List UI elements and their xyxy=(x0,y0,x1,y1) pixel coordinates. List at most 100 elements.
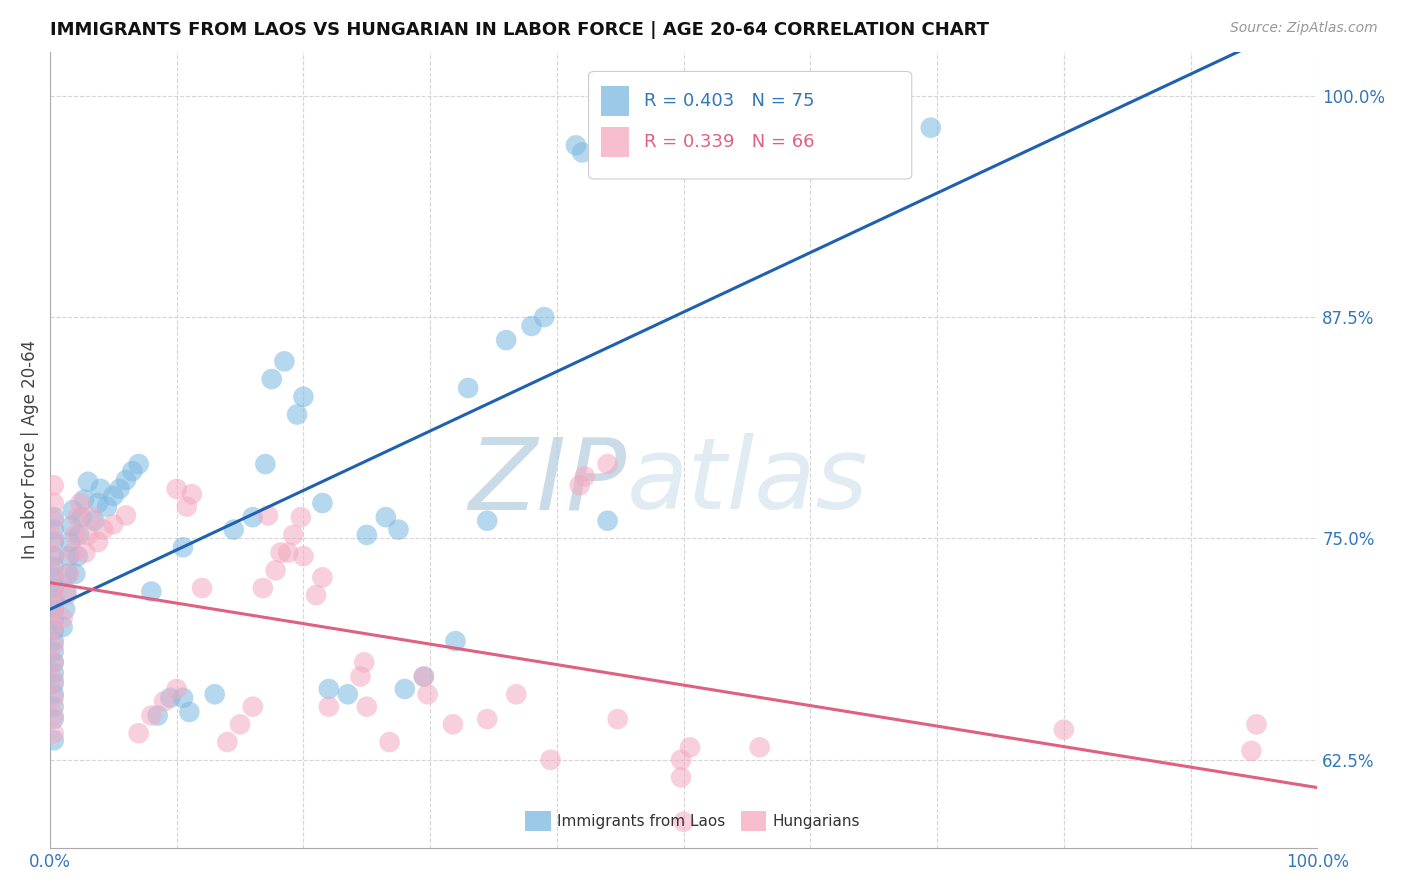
Point xyxy=(229,717,252,731)
Point xyxy=(292,549,315,563)
Point xyxy=(42,549,65,563)
Point xyxy=(42,602,65,616)
Point xyxy=(42,581,65,595)
Point xyxy=(180,487,202,501)
Text: R = 0.403   N = 75: R = 0.403 N = 75 xyxy=(644,92,815,110)
Point xyxy=(457,381,479,395)
Point xyxy=(875,120,897,135)
Point xyxy=(285,408,308,422)
Point xyxy=(166,681,188,696)
Point xyxy=(42,532,65,546)
Point xyxy=(416,687,439,701)
Point xyxy=(52,611,75,625)
Bar xyxy=(602,128,628,158)
Point xyxy=(108,482,131,496)
Point xyxy=(311,496,333,510)
Point xyxy=(55,584,77,599)
Point xyxy=(55,588,77,602)
Point xyxy=(477,514,499,528)
Point xyxy=(153,694,176,708)
Point xyxy=(42,523,65,537)
Point xyxy=(62,546,84,560)
Point xyxy=(349,669,371,683)
Point xyxy=(441,717,464,731)
Point xyxy=(1246,717,1268,731)
Point xyxy=(91,523,114,537)
Point xyxy=(83,514,105,528)
Point xyxy=(606,712,628,726)
Point xyxy=(260,372,283,386)
Point xyxy=(374,510,396,524)
Point xyxy=(204,687,226,701)
Point xyxy=(42,712,65,726)
Point xyxy=(56,566,79,581)
Point xyxy=(264,563,287,577)
Point xyxy=(290,510,312,524)
Point xyxy=(672,814,695,829)
Point xyxy=(42,591,65,606)
Point xyxy=(318,681,340,696)
Text: ZIP: ZIP xyxy=(468,434,627,530)
Point xyxy=(172,541,194,555)
Point xyxy=(42,687,65,701)
Point xyxy=(42,514,65,528)
Point xyxy=(242,699,264,714)
Y-axis label: In Labor Force | Age 20-64: In Labor Force | Age 20-64 xyxy=(21,341,39,559)
FancyBboxPatch shape xyxy=(589,71,911,179)
Point xyxy=(69,496,91,510)
Point xyxy=(679,740,702,755)
Point xyxy=(311,570,333,584)
Point xyxy=(128,726,150,740)
Point xyxy=(103,489,125,503)
Point xyxy=(217,735,239,749)
Point xyxy=(87,496,110,510)
Point xyxy=(42,566,65,581)
Point xyxy=(1240,744,1263,758)
Point xyxy=(42,676,65,690)
Point xyxy=(42,602,65,616)
Point xyxy=(176,500,198,514)
Point xyxy=(75,546,97,560)
Point xyxy=(159,690,181,705)
Point xyxy=(242,510,264,524)
Point xyxy=(283,528,305,542)
Point xyxy=(920,120,942,135)
Point xyxy=(42,708,65,723)
Point xyxy=(305,588,328,602)
Point xyxy=(53,602,76,616)
Point xyxy=(66,510,89,524)
Point xyxy=(42,699,65,714)
Point xyxy=(172,690,194,705)
Point xyxy=(574,469,596,483)
Point xyxy=(58,566,80,581)
Point xyxy=(568,478,591,492)
Point xyxy=(66,549,89,563)
Point xyxy=(412,669,434,683)
Point xyxy=(596,457,619,471)
Point xyxy=(571,145,593,160)
Point xyxy=(73,492,96,507)
Point xyxy=(533,310,555,324)
Point xyxy=(596,514,619,528)
Point xyxy=(42,690,65,705)
Point xyxy=(42,656,65,670)
Bar xyxy=(602,86,628,116)
Point xyxy=(444,634,467,648)
Point xyxy=(565,138,588,153)
Point xyxy=(495,333,517,347)
Point xyxy=(42,549,65,563)
Point xyxy=(412,669,434,683)
Point xyxy=(540,753,562,767)
Point xyxy=(42,656,65,670)
Point xyxy=(42,496,65,510)
Point xyxy=(42,535,65,549)
Point xyxy=(336,687,359,701)
Point xyxy=(254,457,277,471)
Point xyxy=(387,523,409,537)
Point xyxy=(65,566,87,581)
Point xyxy=(273,354,295,368)
Text: Immigrants from Laos: Immigrants from Laos xyxy=(557,814,725,829)
Point xyxy=(115,473,138,487)
Point xyxy=(115,508,138,523)
Point xyxy=(669,771,692,785)
